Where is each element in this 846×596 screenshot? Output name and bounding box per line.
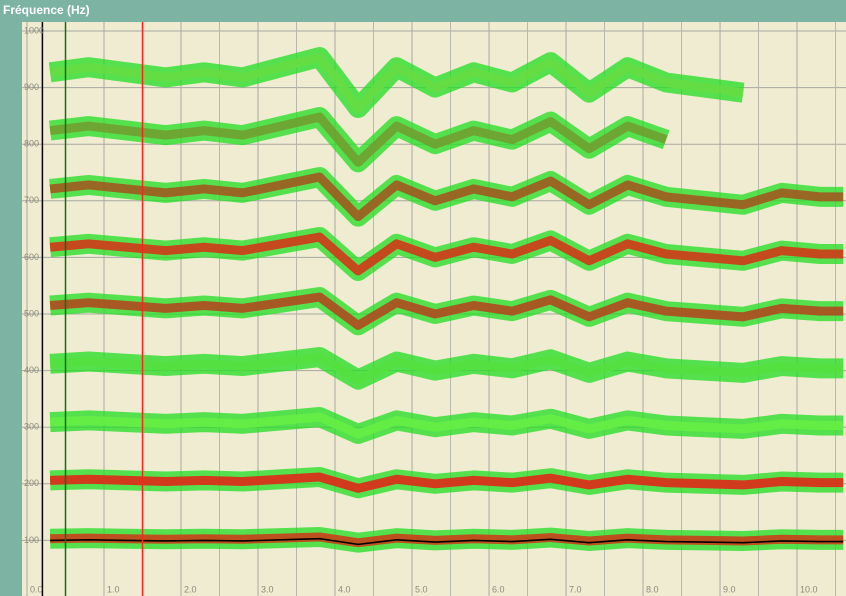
harmonic-band xyxy=(49,412,844,439)
harmonic-band xyxy=(49,172,844,222)
x-tick-label: 4.0 xyxy=(338,584,351,594)
harmonic-band xyxy=(49,352,844,385)
harmonic-band xyxy=(49,52,744,113)
y-tick-label: 100 xyxy=(24,535,39,545)
title-bar xyxy=(0,0,846,22)
x-tick-label: 5.0 xyxy=(415,584,428,594)
harmonic-band xyxy=(49,112,668,167)
plot-layer: 100 200 300 400 500 600 700 800 900 1000 0.0 1.0 2.0… xyxy=(22,22,846,596)
x-tick-label: 10.0 xyxy=(800,584,818,594)
x-tick-label: 2.0 xyxy=(184,584,197,594)
x-tick-label: 6.0 xyxy=(492,584,505,594)
y-tick-label: 900 xyxy=(24,82,39,92)
harmonic-band xyxy=(50,532,844,548)
y-tick-label: 600 xyxy=(24,252,39,262)
y-tick-label: 500 xyxy=(24,308,39,318)
y-tick-label: 1000 xyxy=(24,25,44,35)
chart-title: Fréquence (Hz) xyxy=(3,3,90,17)
x-tick-label: 8.0 xyxy=(646,584,659,594)
harmonic-band xyxy=(49,232,844,276)
x-tick-label: 9.0 xyxy=(723,584,736,594)
y-tick-label: 300 xyxy=(24,422,39,432)
harmonic-band xyxy=(49,292,844,330)
x-tick-label: 1.0 xyxy=(107,584,120,594)
x-tick-label: 0.0 xyxy=(30,584,43,594)
x-tick-label: 7.0 xyxy=(569,584,582,594)
pitch-line xyxy=(50,537,844,546)
harmonic-band xyxy=(49,472,844,493)
x-tick-label: 3.0 xyxy=(261,584,274,594)
y-tick-label: 400 xyxy=(24,365,39,375)
y-tick-label: 200 xyxy=(24,478,39,488)
y-tick-label: 700 xyxy=(24,195,39,205)
y-tick-label: 800 xyxy=(24,139,39,149)
